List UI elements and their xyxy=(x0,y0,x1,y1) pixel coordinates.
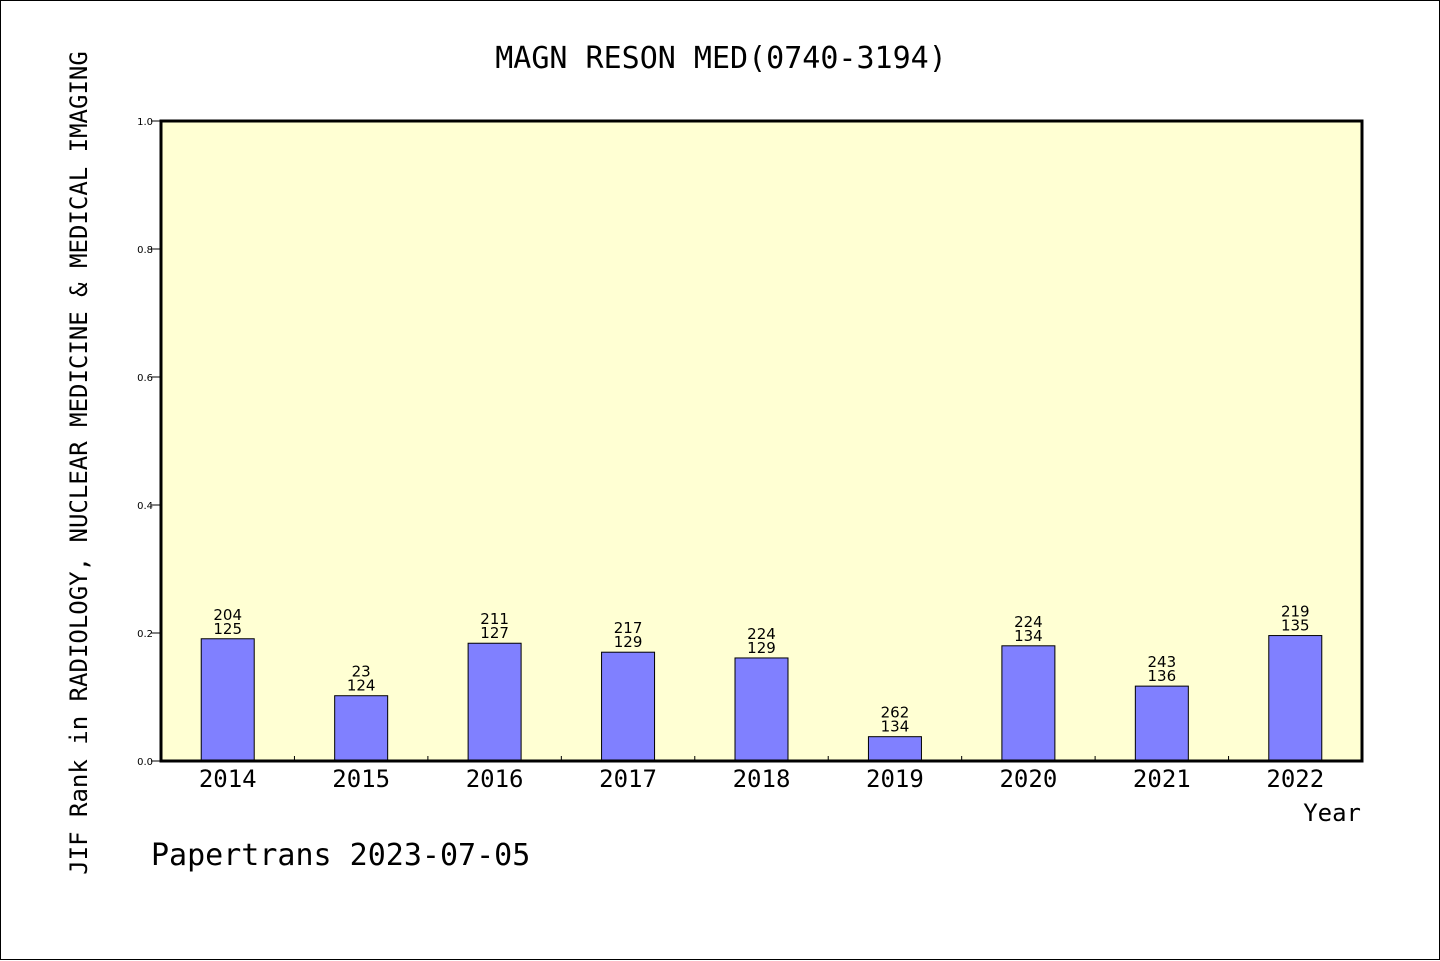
x-tick-label: 2014 xyxy=(199,765,257,793)
bar-2019 xyxy=(867,736,922,762)
y-tick-label: 0.6 xyxy=(137,373,153,384)
bar-total-label: 129 xyxy=(614,633,643,651)
x-tick-label: 2020 xyxy=(999,765,1057,793)
bar-total-label: 125 xyxy=(213,620,242,638)
bar-rank-label: 211 xyxy=(480,610,509,628)
bar-2017 xyxy=(601,651,656,762)
bar-rank-label: 224 xyxy=(1014,613,1043,631)
bar-rank-label: 204 xyxy=(213,606,242,624)
bar-total-label: 134 xyxy=(881,718,910,736)
bar-total-label: 129 xyxy=(747,639,776,657)
plot-border xyxy=(159,119,1364,763)
bar-rank-label: 219 xyxy=(1281,603,1310,621)
y-tick-label: 0.8 xyxy=(137,245,153,256)
plot-background xyxy=(161,121,1362,761)
bar-2015 xyxy=(334,695,389,762)
y-tick-label: 0.0 xyxy=(137,757,153,768)
bar-total-label: 124 xyxy=(347,677,376,695)
bar-2021 xyxy=(1134,685,1189,762)
bar-total-label: 127 xyxy=(480,624,509,642)
x-tick-label: 2019 xyxy=(866,765,924,793)
bar-total-label: 136 xyxy=(1148,667,1177,685)
x-tick-label: 2021 xyxy=(1133,765,1191,793)
bar-2022 xyxy=(1268,635,1323,762)
bar-rank-label: 217 xyxy=(614,619,643,637)
y-axis-label: JIF Rank in RADIOLOGY, NUCLEAR MEDICINE … xyxy=(65,51,93,875)
y-tick-label: 0.4 xyxy=(137,501,153,512)
y-tick-label: 0.2 xyxy=(137,629,153,640)
bar-2016 xyxy=(467,642,522,762)
bar-rank-label: 243 xyxy=(1148,653,1177,671)
x-axis-label: Year xyxy=(1303,799,1361,827)
bar-2020 xyxy=(1001,645,1056,762)
x-tick-label: 2018 xyxy=(733,765,791,793)
x-tick-label: 2016 xyxy=(466,765,524,793)
bar-rank-label: 262 xyxy=(881,704,910,722)
chart-title: MAGN RESON MED(0740-3194) xyxy=(495,41,947,76)
bar-rank-label: 224 xyxy=(747,625,776,643)
bar-2018 xyxy=(734,657,789,762)
y-tick-label: 1.0 xyxy=(137,117,153,128)
bar-2014 xyxy=(200,638,255,762)
x-tick-label: 2015 xyxy=(332,765,390,793)
x-tick-label: 2017 xyxy=(599,765,657,793)
bar-rank-label: 23 xyxy=(352,663,371,681)
bar-total-label: 135 xyxy=(1281,617,1310,635)
footer-credit: Papertrans 2023-07-05 xyxy=(151,838,530,873)
x-tick-label: 2022 xyxy=(1266,765,1324,793)
bar-total-label: 134 xyxy=(1014,627,1043,645)
